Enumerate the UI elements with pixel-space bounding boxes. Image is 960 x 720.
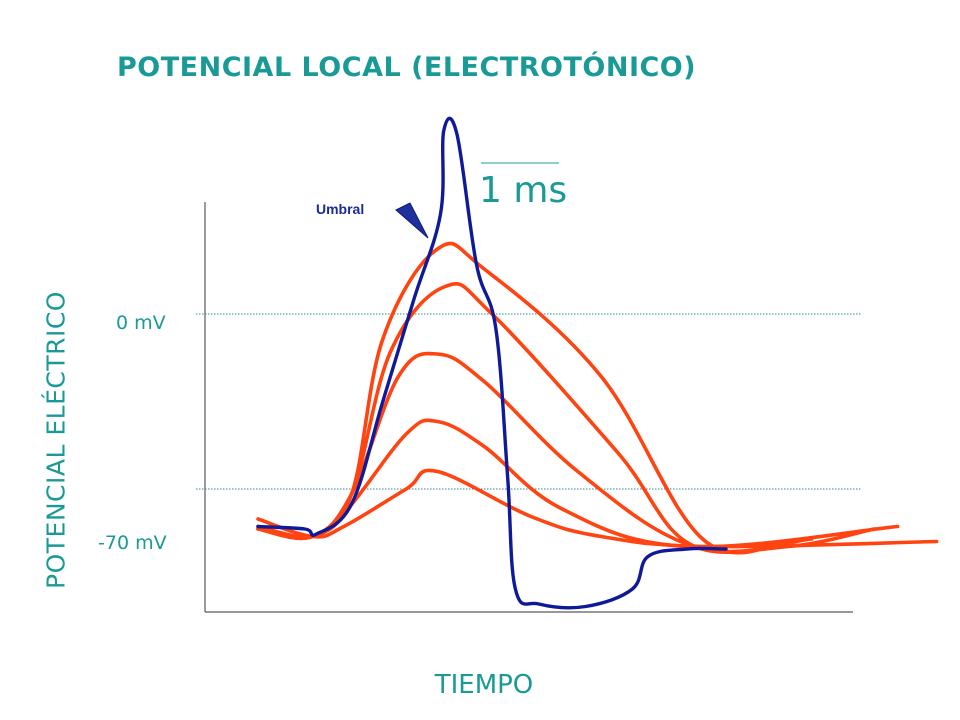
- series-layer: [256, 116, 939, 610]
- threshold-marker: [395, 202, 429, 239]
- x-axis-label: TIEMPO: [434, 670, 534, 700]
- y-axis-label: POTENCIAL ELÉCTRICO: [41, 291, 71, 589]
- chart-title: POTENCIAL LOCAL (ELECTROTÓNICO): [117, 52, 697, 83]
- local-potential-line-5: [256, 241, 791, 555]
- threshold-label: Umbral: [316, 201, 365, 217]
- action-potential-line: [256, 116, 728, 610]
- scale-bar-label: 1 ms: [479, 170, 568, 211]
- threshold-pointer-icon: [395, 202, 429, 239]
- local-potential-line-4: [256, 282, 814, 554]
- y-tick-label-0mv: 0 mV: [116, 312, 166, 334]
- y-tick-label-minus70mv: -70 mV: [98, 532, 167, 554]
